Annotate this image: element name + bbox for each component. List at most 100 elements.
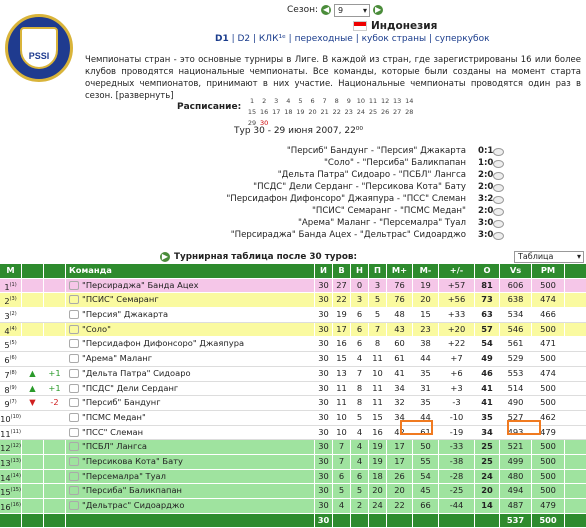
round-link[interactable]: 16 bbox=[260, 108, 269, 116]
team-cell[interactable]: "Персикова Кота" Бату bbox=[66, 454, 315, 469]
team-name[interactable]: "ПСМС Медан" bbox=[82, 411, 146, 422]
round-link[interactable]: 30 bbox=[260, 119, 269, 127]
match-report-icon[interactable] bbox=[493, 172, 504, 180]
round-link[interactable]: 20 bbox=[308, 108, 317, 116]
round-link[interactable]: 7 bbox=[322, 97, 327, 105]
link-d1[interactable]: D1 bbox=[215, 34, 229, 44]
header-cell[interactable]: Команда bbox=[66, 264, 315, 278]
team-cell[interactable]: "Арема" Маланг bbox=[66, 352, 315, 366]
header-cell[interactable]: Vs bbox=[500, 264, 532, 278]
division-links[interactable]: D1 | D2 | КЛК¹ᵉ | переходные | кубок стр… bbox=[215, 34, 490, 44]
round-link[interactable]: 9 bbox=[346, 97, 351, 105]
match-report-icon[interactable] bbox=[493, 184, 504, 192]
other-links[interactable]: | D2 | КЛК¹ᵉ | переходные | кубок страны… bbox=[231, 34, 490, 44]
header-cell[interactable]: М+ bbox=[387, 264, 413, 278]
round-link[interactable]: 19 bbox=[296, 108, 305, 116]
header-cell[interactable]: Н bbox=[351, 264, 369, 278]
schedule-rounds[interactable]: 1 2 3 4 5 6 7 8 9 10 11 12 13 14 15 16 17 18 19 20 21 22 23 24 2… bbox=[246, 96, 416, 129]
team-cell[interactable]: "ПСБЛ" Лангса bbox=[66, 440, 315, 454]
match-report-icon[interactable] bbox=[493, 220, 504, 228]
prev-season-icon[interactable]: ◀ bbox=[321, 5, 332, 15]
round-link[interactable]: 27 bbox=[393, 108, 402, 116]
team-cell[interactable]: "Персиба" Баликпапан bbox=[66, 484, 315, 498]
team-name[interactable]: "Персиб" Бандунг bbox=[82, 397, 161, 408]
match-teams[interactable]: "Дельта Патра" Сидоарo - "ПСБЛ" Лангса bbox=[277, 170, 466, 180]
team-name[interactable]: "ПСС" Слеман bbox=[82, 426, 144, 437]
header-cell[interactable]: О bbox=[475, 264, 500, 278]
next-season-icon[interactable]: ▶ bbox=[373, 5, 384, 15]
team-cell[interactable]: "Соло" bbox=[66, 322, 315, 337]
match-score[interactable]: 0:1 bbox=[478, 146, 494, 156]
header-cell[interactable]: М bbox=[0, 264, 22, 278]
round-link[interactable]: 8 bbox=[334, 97, 339, 105]
round-link[interactable]: 18 bbox=[284, 108, 293, 116]
team-cell[interactable]: "Персиб" Бандунг bbox=[66, 396, 315, 410]
team-name[interactable]: "Дельта Патра" Сидоарo bbox=[82, 367, 191, 378]
round-link[interactable]: 24 bbox=[356, 108, 366, 116]
round-link[interactable]: 29 bbox=[247, 119, 257, 127]
team-name[interactable]: "ПСДС" Дели Серданг bbox=[82, 382, 179, 393]
round-link[interactable]: 5 bbox=[298, 97, 303, 105]
match-report-icon[interactable] bbox=[493, 196, 504, 204]
team-name[interactable]: "Дельтрас" Сидоарджо bbox=[82, 500, 185, 510]
round-link[interactable]: 10 bbox=[356, 97, 366, 105]
round-link[interactable]: 2 bbox=[262, 97, 267, 105]
team-cell[interactable]: "Дельта Патра" Сидоарo bbox=[66, 366, 315, 381]
header-cell[interactable]: П bbox=[369, 264, 387, 278]
round-link[interactable]: 17 bbox=[272, 108, 281, 116]
team-cell[interactable]: "Дельтрас" Сидоарджо bbox=[66, 499, 315, 513]
match-report-icon[interactable] bbox=[493, 160, 504, 168]
team-cell[interactable]: "Персия" Джакарта bbox=[66, 308, 315, 322]
header-cell[interactable] bbox=[22, 264, 44, 278]
round-link[interactable]: 21 bbox=[320, 108, 329, 116]
header-cell[interactable]: И bbox=[315, 264, 333, 278]
team-name[interactable]: "Арема" Маланг bbox=[82, 353, 153, 364]
team-name[interactable]: "Соло" bbox=[82, 323, 111, 334]
round-link[interactable]: 22 bbox=[332, 108, 341, 116]
team-cell[interactable]: "Персидафон Дифонсоро" Джаяпура bbox=[66, 337, 315, 352]
team-cell[interactable]: "ПСДС" Дели Серданг bbox=[66, 381, 315, 396]
match-teams[interactable]: "ПСДС" Дели Серданг - "Персикова Кота" Б… bbox=[253, 182, 466, 192]
header-cell[interactable]: В bbox=[333, 264, 351, 278]
team-name[interactable]: "Персикова Кота" Бату bbox=[82, 455, 183, 466]
team-cell[interactable]: "Персираджа" Банда Ацех bbox=[66, 278, 315, 293]
round-link[interactable]: 25 bbox=[368, 108, 378, 116]
round-link[interactable]: 12 bbox=[380, 97, 390, 105]
team-name[interactable]: "ПСБЛ" Лангса bbox=[82, 441, 147, 452]
match-score[interactable]: 1:0 bbox=[478, 158, 494, 168]
match-report-icon[interactable] bbox=[493, 208, 504, 216]
match-teams[interactable]: "ПСИС" Семаранг - "ПСМС Медан" bbox=[311, 206, 466, 216]
team-name[interactable]: "Персираджа" Банда Ацех bbox=[82, 279, 199, 290]
match-teams[interactable]: "Арема" Маланг - "Персемалра" Туал bbox=[297, 218, 466, 228]
match-report-icon[interactable] bbox=[493, 232, 504, 240]
match-score[interactable]: 2:0 bbox=[478, 170, 494, 180]
match-score[interactable]: 3:0 bbox=[478, 218, 494, 228]
team-name[interactable]: "Персидафон Дифонсоро" Джаяпура bbox=[82, 338, 245, 349]
match-report-icon[interactable] bbox=[493, 148, 504, 156]
team-name[interactable]: "Персиба" Баликпапан bbox=[82, 485, 182, 496]
team-cell[interactable]: "Персемалра" Туал bbox=[66, 469, 315, 484]
team-name[interactable]: "Персемалра" Туал bbox=[82, 470, 166, 481]
match-teams[interactable]: "Персиб" Бандунг - "Персия" Джакарта bbox=[286, 146, 466, 156]
round-link[interactable]: 14 bbox=[405, 97, 414, 105]
header-cell[interactable]: +/- bbox=[439, 264, 475, 278]
team-cell[interactable]: "ПСМС Медан" bbox=[66, 410, 315, 425]
match-score[interactable]: 3:2 bbox=[478, 194, 494, 204]
team-name[interactable]: "Персия" Джакарта bbox=[82, 309, 169, 320]
match-teams[interactable]: "Соло" - "Персиба" Баликпапан bbox=[323, 158, 466, 168]
header-cell[interactable] bbox=[44, 264, 66, 278]
round-link[interactable]: 11 bbox=[368, 97, 378, 105]
match-teams[interactable]: "Персидафон Дифонсоро" Джаяпура - "ПСС" … bbox=[226, 194, 466, 204]
round-link[interactable]: 6 bbox=[310, 97, 315, 105]
round-link[interactable]: 26 bbox=[380, 108, 390, 116]
match-score[interactable]: 3:0 bbox=[478, 230, 494, 240]
team-cell[interactable]: "ПСИС" Семаранг bbox=[66, 293, 315, 308]
header-cell[interactable]: М- bbox=[413, 264, 439, 278]
round-link[interactable]: 3 bbox=[274, 97, 279, 105]
match-score[interactable]: 2:0 bbox=[478, 206, 494, 216]
round-link[interactable]: 1 bbox=[249, 97, 255, 105]
match-teams[interactable]: "Персираджа" Банда Ацех - "Дельтрас" Сид… bbox=[230, 230, 466, 240]
match-score[interactable]: 2:0 bbox=[478, 182, 494, 192]
round-link[interactable]: 23 bbox=[344, 108, 353, 116]
expand-icon[interactable]: ▶ bbox=[160, 252, 170, 262]
